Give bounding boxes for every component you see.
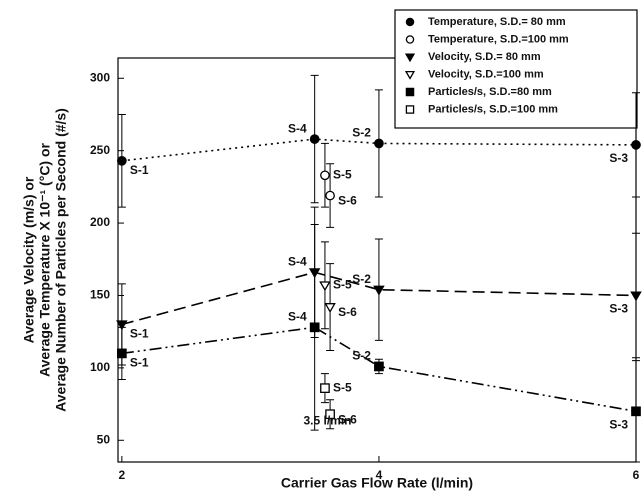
point-label: S-3 (609, 417, 628, 431)
data-point (630, 291, 642, 302)
data-point (631, 406, 641, 417)
y-axis-label-line: Average Number of Particles per Second (… (53, 108, 69, 412)
data-point (309, 322, 320, 333)
point-label: S-2 (352, 349, 371, 363)
point-label: S-1 (130, 163, 149, 177)
y-tick-label: 150 (90, 288, 110, 302)
y-tick-label: 100 (90, 360, 110, 374)
y-axis-label-line: Average Temperature X 10⁻¹ (°C) or (37, 142, 53, 376)
point-label: S-5 (333, 167, 352, 181)
x-tick-label: 2 (119, 468, 126, 482)
data-point (319, 281, 331, 292)
point-label: S-6 (338, 305, 357, 319)
data-point (374, 361, 384, 372)
series-line (121, 326, 637, 413)
legend-marker (405, 87, 415, 97)
series-line (121, 138, 637, 162)
annotation: 3.5 l/min (303, 414, 351, 428)
point-label: S-1 (130, 356, 149, 370)
point-label: S-4 (288, 121, 307, 135)
data-point (117, 155, 127, 166)
legend-label: Velocity, S.D.=100 mm (428, 68, 544, 80)
data-point (320, 383, 330, 394)
legend-marker (405, 105, 415, 114)
point-label: S-6 (338, 194, 357, 208)
legend-box (394, 9, 638, 129)
point-label: S-6 (338, 412, 357, 426)
legend-label: Velocity, S.D.= 80 mm (428, 51, 541, 63)
data-point (373, 285, 385, 296)
point-label: S-4 (288, 310, 307, 324)
series-line (121, 271, 637, 326)
x-tick-label: 6 (633, 468, 640, 482)
point-label: S-2 (352, 272, 371, 286)
legend-label: Temperature, S.D.=100 mm (428, 33, 569, 45)
data-point (324, 303, 336, 313)
point-label: S-2 (352, 126, 371, 140)
data-point (374, 138, 384, 149)
y-tick-label: 50 (97, 432, 111, 446)
data-point (325, 409, 335, 420)
y-tick-label: 300 (90, 70, 110, 84)
legend-marker (405, 17, 415, 27)
data-point (325, 190, 335, 201)
y-axis-label-line: Average Velocity (m/s) or (21, 176, 37, 343)
point-label: S-5 (333, 380, 352, 394)
point-label: S-1 (130, 327, 149, 341)
x-tick-label: 4 (376, 468, 383, 482)
point-label: S-3 (609, 302, 628, 316)
legend-marker (404, 70, 416, 80)
legend-marker (405, 35, 415, 44)
point-label: S-4 (288, 254, 307, 268)
data-point (631, 140, 641, 150)
legend-label: Particles/s, S.D.=100 mm (428, 103, 558, 115)
y-tick-label: 250 (90, 143, 110, 157)
point-label: S-3 (609, 151, 628, 165)
legend-label: Particles/s, S.D.=80 mm (428, 86, 552, 98)
point-label: S-5 (333, 278, 352, 292)
y-axis-label: Average Velocity (m/s) or Average Temper… (21, 108, 69, 412)
y-tick-label: 200 (90, 215, 110, 229)
legend-label: Temperature, S.D.= 80 mm (428, 16, 566, 28)
x-axis-label: Carrier Gas Flow Rate (l/min) (281, 475, 473, 491)
legend-marker (404, 53, 416, 63)
data-point (309, 134, 320, 144)
data-point (320, 170, 330, 181)
data-point (116, 320, 128, 331)
data-point (117, 348, 127, 359)
